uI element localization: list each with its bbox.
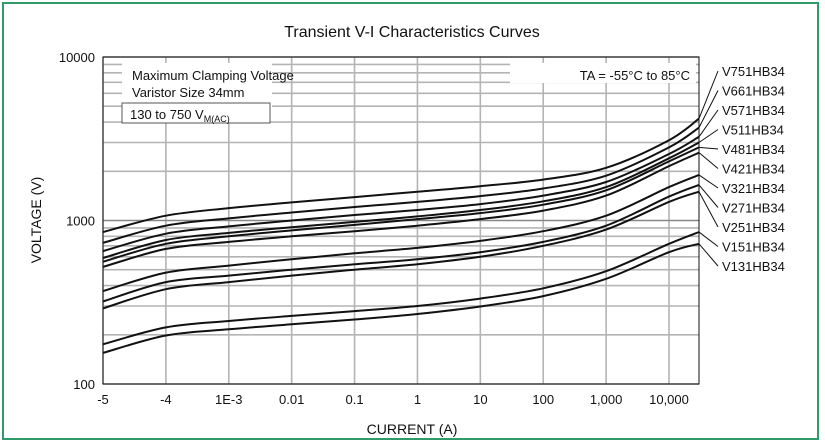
x-tick-label: 10,000 <box>649 392 689 407</box>
series-line-v481hb34 <box>102 146 700 263</box>
series-label-v481hb34: V481HB34 <box>722 142 785 157</box>
series-label-v661hb34: V661HB34 <box>722 84 785 99</box>
series-leader <box>698 146 719 150</box>
x-tick-label: 0.1 <box>346 392 364 407</box>
series-leader <box>698 129 719 143</box>
series-line-v151hb34 <box>102 231 700 346</box>
series-leader <box>698 174 719 189</box>
annotation-range: 130 to 750 VM(AC) <box>130 107 230 124</box>
series-line-v661hb34 <box>102 126 700 244</box>
annotation-range-sub: M(AC) <box>204 114 230 124</box>
x-tick-labels: -5 -4 1E-3 0.01 0.1 1 10 100 1,000 10,000 <box>97 392 689 407</box>
series-label-v321hb34: V321HB34 <box>722 181 785 196</box>
series-label-v131hb34: V131HB34 <box>722 259 785 274</box>
x-tick-label: 10 <box>473 392 487 407</box>
annotation-size: Varistor Size 34mm <box>132 85 244 100</box>
series-line-v131hb34 <box>102 242 700 354</box>
series-label-v271hb34: V271HB34 <box>722 201 785 216</box>
series-lines <box>102 117 700 354</box>
series-line-v251hb34 <box>102 190 700 310</box>
annotation-clamping: Maximum Clamping Voltage <box>132 68 294 83</box>
y-tick-labels: 100 1000 10000 <box>59 50 95 392</box>
series-leader <box>698 243 719 267</box>
series-label-v511hb34: V511HB34 <box>722 123 784 138</box>
y-tick-label: 10000 <box>59 50 95 65</box>
series-line-v321hb34 <box>102 173 700 293</box>
y-tick-label: 100 <box>73 377 95 392</box>
range-box <box>121 102 271 124</box>
x-tick-label: 0.01 <box>279 392 304 407</box>
series-leader <box>698 152 719 169</box>
annotation-box <box>122 63 272 107</box>
series-label-v421hb34: V421HB34 <box>722 162 785 177</box>
series-leader <box>698 90 719 128</box>
series-label-v571hb34: V571HB34 <box>722 103 785 118</box>
x-axis-label: CURRENT (A) <box>367 421 458 437</box>
series-labels: V751HB34 V661HB34 V571HB34 V511HB34 V481HB34… <box>698 64 785 274</box>
series-line-v511hb34 <box>102 141 700 259</box>
annotation-temp: TA = -55°C to 85°C <box>580 68 690 83</box>
series-leader <box>698 70 719 119</box>
series-leader <box>698 231 719 247</box>
x-tick-label: 100 <box>532 392 554 407</box>
x-tick-label: -4 <box>160 392 172 407</box>
series-line-v421hb34 <box>102 151 700 268</box>
series-label-v151hb34: V151HB34 <box>722 240 785 255</box>
x-tick-label: -5 <box>97 392 109 407</box>
annotation-range-main: 130 to 750 V <box>130 107 204 122</box>
chart-title: Transient V-I Characteristics Curves <box>284 24 539 41</box>
plot-border <box>102 56 700 385</box>
series-leader <box>698 184 719 208</box>
series-label-v251hb34: V251HB34 <box>722 220 785 235</box>
series-leader <box>698 109 719 138</box>
series-line-v751hb34 <box>102 117 700 233</box>
y-tick-label: 1000 <box>66 214 95 229</box>
temp-box <box>510 63 696 83</box>
series-label-v751hb34: V751HB34 <box>722 64 785 79</box>
x-tick-label: 1,000 <box>590 392 623 407</box>
series-leader <box>698 191 719 228</box>
x-tick-label: 1E-3 <box>215 392 242 407</box>
y-axis-label: VOLTAGE (V) <box>28 177 44 264</box>
series-line-v571hb34 <box>102 135 700 253</box>
x-tick-label: 1 <box>414 392 421 407</box>
series-line-v271hb34 <box>102 183 700 303</box>
